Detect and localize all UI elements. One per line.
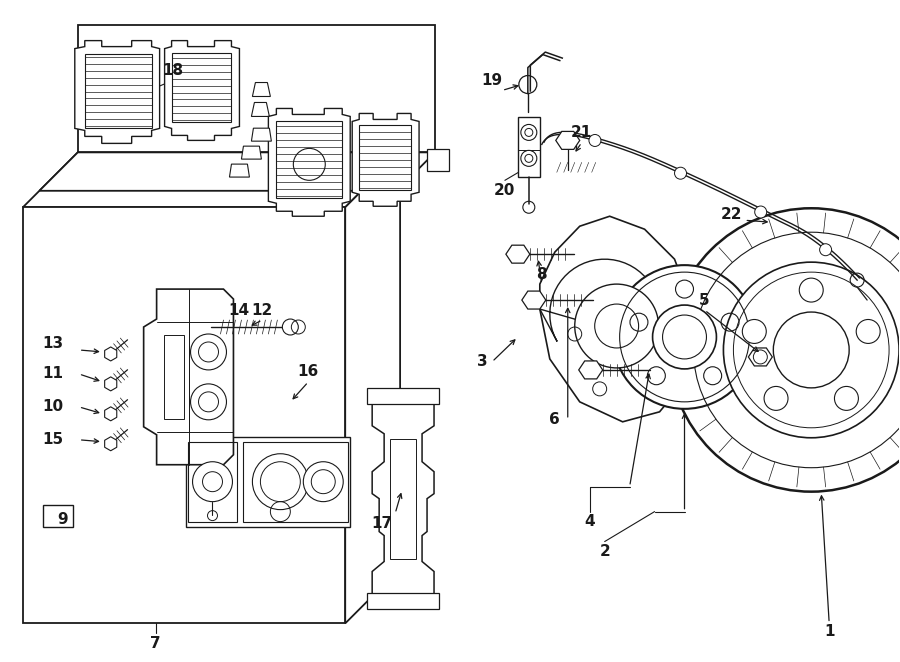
Text: 10: 10	[42, 399, 63, 414]
Polygon shape	[75, 40, 159, 144]
Circle shape	[773, 312, 850, 388]
Circle shape	[193, 461, 232, 502]
Circle shape	[293, 148, 325, 180]
Bar	[172, 52, 231, 122]
Polygon shape	[252, 83, 270, 97]
Bar	[390, 439, 416, 559]
Polygon shape	[540, 260, 660, 342]
Polygon shape	[104, 377, 117, 391]
Text: 19: 19	[482, 73, 502, 88]
Circle shape	[742, 320, 766, 344]
Circle shape	[589, 134, 601, 146]
Polygon shape	[522, 291, 545, 309]
Bar	[359, 125, 411, 190]
Polygon shape	[268, 109, 350, 216]
Circle shape	[199, 392, 219, 412]
Text: 4: 4	[584, 514, 595, 529]
Bar	[427, 150, 449, 171]
Text: 20: 20	[494, 183, 516, 198]
Polygon shape	[251, 103, 269, 117]
Circle shape	[764, 387, 788, 410]
Polygon shape	[251, 128, 272, 141]
Circle shape	[799, 278, 824, 302]
Bar	[276, 121, 342, 199]
Text: 6: 6	[549, 412, 560, 427]
Text: 13: 13	[42, 336, 63, 352]
Text: 12: 12	[252, 303, 273, 318]
Polygon shape	[77, 24, 435, 152]
Circle shape	[674, 167, 687, 179]
Polygon shape	[40, 152, 435, 191]
Text: 22: 22	[721, 207, 742, 222]
Bar	[367, 593, 439, 610]
Text: 18: 18	[162, 63, 183, 78]
Circle shape	[191, 384, 227, 420]
Text: 7: 7	[150, 636, 161, 651]
Circle shape	[191, 334, 227, 370]
Circle shape	[303, 461, 343, 502]
Polygon shape	[165, 40, 239, 140]
Bar	[22, 207, 346, 624]
Polygon shape	[749, 348, 772, 366]
Text: 1: 1	[824, 624, 834, 639]
Circle shape	[652, 305, 716, 369]
Bar	[164, 335, 184, 419]
Polygon shape	[104, 407, 117, 421]
Bar	[243, 442, 348, 522]
Circle shape	[283, 319, 298, 335]
Polygon shape	[540, 216, 692, 422]
Circle shape	[575, 284, 659, 368]
Circle shape	[755, 206, 767, 218]
Bar	[43, 504, 73, 526]
Circle shape	[820, 244, 832, 256]
Text: 8: 8	[536, 267, 547, 281]
Text: 14: 14	[228, 303, 249, 318]
Text: 21: 21	[572, 125, 592, 140]
Circle shape	[199, 342, 219, 362]
Polygon shape	[230, 164, 249, 177]
Bar	[518, 117, 540, 177]
Bar	[187, 442, 238, 522]
Polygon shape	[506, 245, 530, 263]
Circle shape	[670, 209, 900, 492]
Text: 2: 2	[599, 544, 610, 559]
Text: 17: 17	[372, 516, 392, 531]
Text: 11: 11	[42, 366, 63, 381]
Text: 5: 5	[699, 293, 710, 308]
Text: 15: 15	[42, 432, 63, 448]
Polygon shape	[346, 152, 400, 624]
Circle shape	[834, 387, 859, 410]
Text: 16: 16	[298, 364, 319, 379]
Polygon shape	[352, 113, 419, 207]
Bar	[85, 54, 151, 128]
Polygon shape	[104, 347, 117, 361]
Circle shape	[252, 453, 309, 510]
Polygon shape	[104, 437, 117, 451]
Polygon shape	[144, 289, 233, 465]
Circle shape	[613, 265, 756, 409]
Polygon shape	[556, 132, 580, 150]
Polygon shape	[579, 361, 603, 379]
Bar	[367, 388, 439, 404]
Polygon shape	[373, 396, 434, 602]
Polygon shape	[22, 152, 400, 207]
Bar	[185, 437, 350, 526]
Text: 9: 9	[58, 512, 68, 527]
Circle shape	[856, 320, 880, 344]
Circle shape	[724, 262, 899, 438]
Text: 3: 3	[477, 354, 487, 369]
Polygon shape	[241, 146, 261, 159]
